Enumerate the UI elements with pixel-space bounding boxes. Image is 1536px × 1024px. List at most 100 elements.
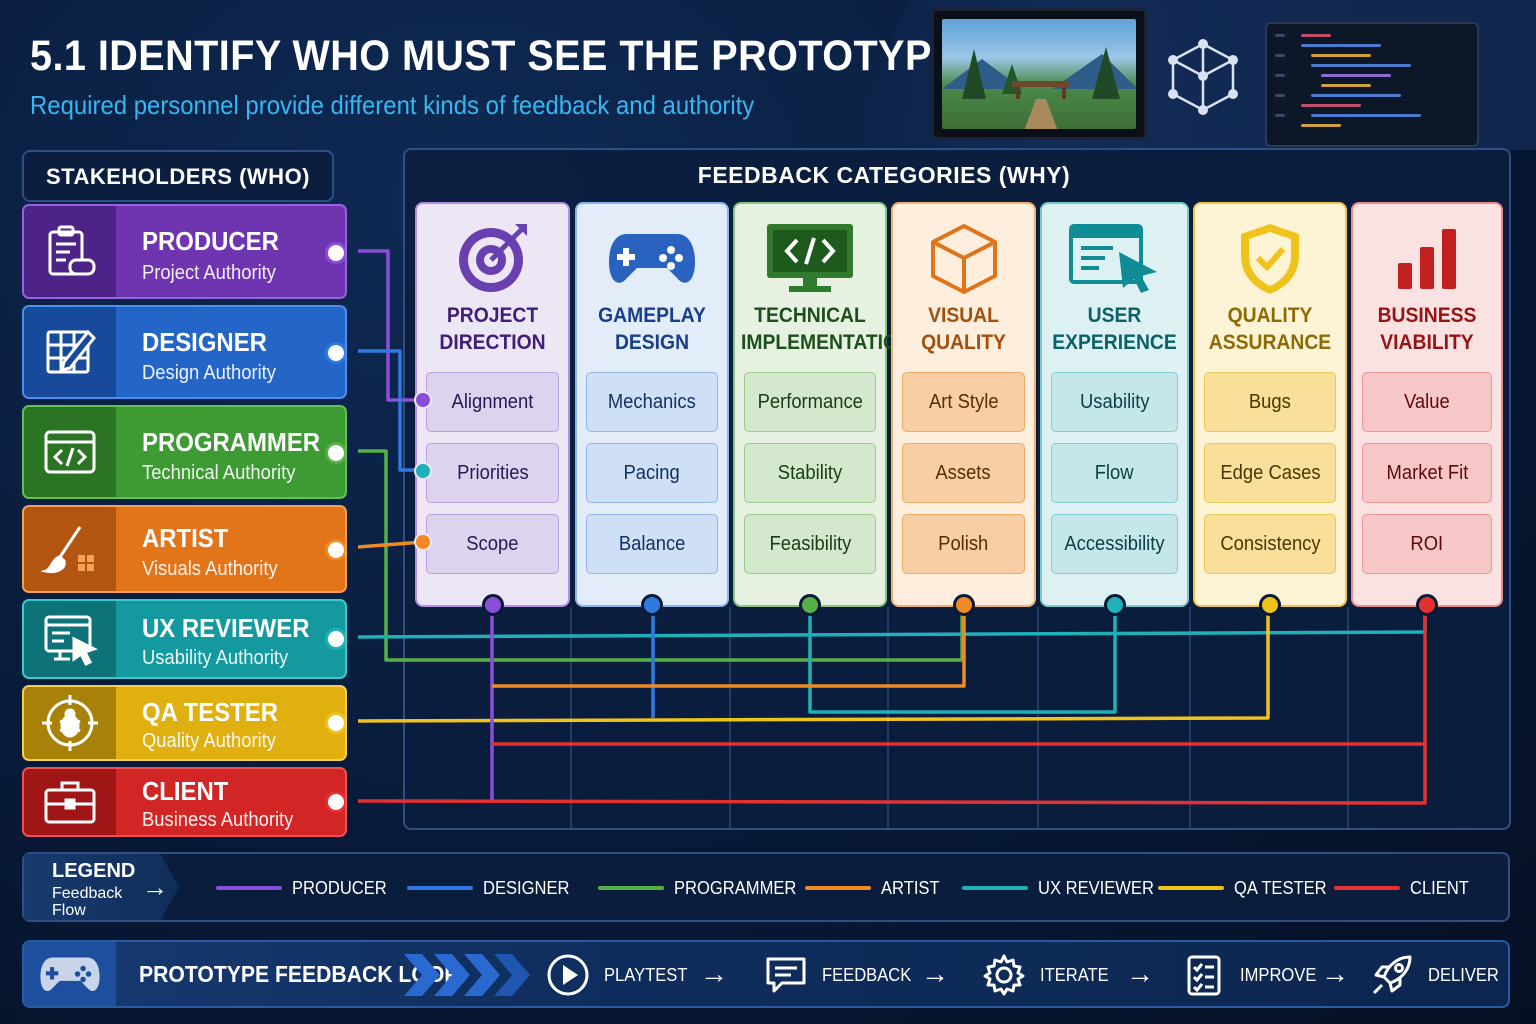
category-item: Market Fit xyxy=(1362,443,1492,503)
code-editor-illustration xyxy=(1265,22,1479,147)
stakeholder-authority: Business Authority xyxy=(142,809,294,831)
screen-cursor-icon xyxy=(24,601,116,677)
chevrons-icon xyxy=(404,954,530,996)
category-item: Balance xyxy=(586,514,718,574)
stakeholder-authority: Visuals Authority xyxy=(142,558,278,580)
connector-dot xyxy=(1416,594,1438,616)
category-business-viability: BUSINESS VIABILITY Value Market Fit ROI xyxy=(1351,202,1503,616)
category-item: Edge Cases xyxy=(1204,443,1336,503)
loop-step-iterate: ITERATE xyxy=(982,954,1115,996)
category-quality-assurance: QUALITY ASSURANCE Bugs Edge Cases Consis… xyxy=(1193,202,1347,616)
category-item: Art Style xyxy=(902,372,1025,432)
page-title: 5.1 IDENTIFY WHO MUST SEE THE PROTOTYPE xyxy=(30,32,959,80)
category-item: ROI xyxy=(1362,514,1492,574)
briefcase-icon xyxy=(24,769,116,835)
stakeholder-name: PROGRAMMER xyxy=(142,427,321,457)
stakeholder-card-programmer[interactable]: PROGRAMMER Technical Authority xyxy=(22,405,347,499)
category-item: Priorities xyxy=(426,443,559,503)
category-title: QUALITY ASSURANCE xyxy=(1208,304,1332,354)
rocket-icon xyxy=(1372,955,1412,995)
code-window-icon xyxy=(24,407,116,497)
pencil-grid-icon xyxy=(24,307,116,397)
stakeholder-authority: Technical Authority xyxy=(142,462,296,484)
cube-icon xyxy=(893,218,1034,298)
category-visual-quality: VISUAL QUALITY Art Style Assets Polish xyxy=(891,202,1036,616)
stakeholder-authority: Project Authority xyxy=(142,262,276,284)
stakeholders-heading: STAKEHOLDERS (WHO) xyxy=(22,150,334,202)
connector-dot xyxy=(481,594,504,616)
category-project-direction: PROJECT DIRECTION Alignment Priorities S… xyxy=(415,202,570,616)
legend-entry-programmer: PROGRAMMER xyxy=(598,878,807,898)
arrow-right-icon: → xyxy=(1321,958,1349,989)
paintbrush-icon xyxy=(24,507,116,591)
category-item: Stability xyxy=(744,443,876,503)
loop-step-feedback: FEEDBACK xyxy=(764,954,919,996)
stakeholder-card-producer[interactable]: PRODUCER Project Authority xyxy=(22,204,347,299)
category-item: Feasibility xyxy=(744,514,876,574)
legend-subtitle: Feedback Flow xyxy=(52,885,123,919)
qa-flow-line xyxy=(357,603,1270,723)
category-item: Usability xyxy=(1051,372,1178,432)
designer-flow-line xyxy=(358,349,423,472)
cube-network-icon xyxy=(1168,39,1238,115)
category-title: USER EXPERIENCE xyxy=(1052,304,1177,354)
connector-dot xyxy=(414,533,432,551)
connector-dot xyxy=(641,594,663,616)
connector-dot xyxy=(325,242,345,264)
category-title: GAMEPLAY DESIGN xyxy=(598,304,706,354)
connector-dot xyxy=(325,791,345,813)
feedback-loop-title: PROTOTYPE FEEDBACK LOOP xyxy=(139,961,459,987)
feedback-loop-bar: PROTOTYPE FEEDBACK LOOP PLAYTEST → FEEDB… xyxy=(22,940,1510,1008)
bug-target-icon xyxy=(24,687,116,759)
gear-icon xyxy=(983,954,1025,996)
stakeholder-card-artist[interactable]: ARTIST Visuals Authority xyxy=(22,505,347,593)
category-technical-implementation: TECHNICAL IMPLEMENTATION Performance Sta… xyxy=(733,202,912,616)
programmer-flow-line xyxy=(358,449,964,662)
category-item: Alignment xyxy=(426,372,559,432)
category-gameplay-design: GAMEPLAY DESIGN Mechanics Pacing Balance xyxy=(575,202,729,616)
connector-dot xyxy=(799,594,821,616)
connector-dot xyxy=(414,391,432,409)
stakeholder-card-qa-tester[interactable]: QA TESTER Quality Authority xyxy=(22,685,347,761)
category-item: Bugs xyxy=(1204,372,1336,432)
legend-entry-client: CLIENT xyxy=(1334,878,1474,898)
stakeholder-name: PRODUCER xyxy=(142,226,279,256)
play-icon xyxy=(547,954,589,996)
code-monitor-icon xyxy=(735,218,885,298)
legend-header: LEGEND Feedback Flow → xyxy=(24,854,179,920)
stakeholder-card-client[interactable]: CLIENT Business Authority xyxy=(22,767,347,837)
connector-dot xyxy=(325,342,345,364)
stakeholder-authority: Usability Authority xyxy=(142,647,289,669)
arrow-right-icon: → xyxy=(921,958,949,989)
window-cursor-icon xyxy=(1042,218,1187,298)
connector-dot xyxy=(952,594,975,616)
loop-step-deliver: DELIVER xyxy=(1370,954,1505,996)
checklist-icon xyxy=(1187,955,1221,996)
client-flow-line xyxy=(357,603,1427,805)
category-user-experience: USER EXPERIENCE Usability Flow Accessibi… xyxy=(1040,202,1189,616)
category-title: BUSINESS VIABILITY xyxy=(1377,304,1477,354)
producer-flow-line xyxy=(358,249,423,402)
stakeholder-name: DESIGNER xyxy=(142,327,267,357)
chat-icon xyxy=(766,957,806,993)
connector-dot xyxy=(325,539,345,561)
stakeholder-card-ux-reviewer[interactable]: UX REVIEWER Usability Authority xyxy=(22,599,347,679)
legend-entry-qa-tester: QA TESTER xyxy=(1158,878,1335,898)
category-item: Consistency xyxy=(1204,514,1336,574)
loop-step-playtest: PLAYTEST xyxy=(546,954,695,996)
connector-dot xyxy=(325,442,345,464)
artist-flow-line xyxy=(357,540,424,549)
stakeholder-authority: Design Authority xyxy=(142,362,276,384)
stakeholder-authority: Quality Authority xyxy=(142,730,276,752)
connector-dot xyxy=(1103,594,1126,616)
category-item: Accessibility xyxy=(1051,514,1178,574)
category-item: Polish xyxy=(902,514,1025,574)
stakeholder-name: CLIENT xyxy=(142,776,229,806)
stakeholder-card-designer[interactable]: DESIGNER Design Authority xyxy=(22,305,347,399)
stakeholder-name: ARTIST xyxy=(142,523,229,553)
gamepad-icon xyxy=(24,942,116,1006)
connector-dot xyxy=(414,462,432,480)
category-title: PROJECT DIRECTION xyxy=(439,304,546,354)
connector-dot xyxy=(325,712,345,734)
